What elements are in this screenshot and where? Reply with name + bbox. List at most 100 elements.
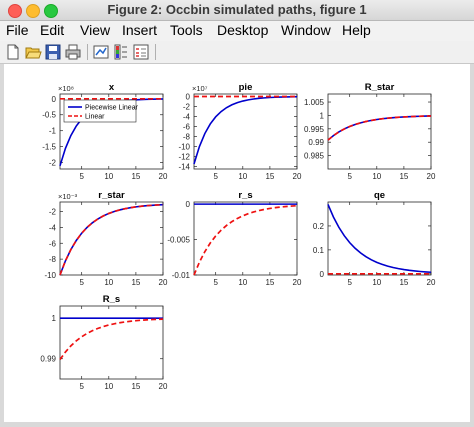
series-linear-line xyxy=(59,203,164,276)
x-tick-label: 5 xyxy=(213,172,218,181)
x-tick-label: 10 xyxy=(238,278,247,287)
x-tick-label: 10 xyxy=(104,278,113,287)
figure-canvas: x ×10⁸ 5 10 15 20 0 -0.5 -1 -1.5 -2 Piecewise Linea… xyxy=(4,64,470,422)
axes-box xyxy=(59,305,164,380)
y-tick-label: -6 xyxy=(49,239,57,248)
x-tick-label: 20 xyxy=(159,278,168,287)
y-tick-label: -14 xyxy=(178,163,190,172)
axes-title: qe xyxy=(374,190,385,201)
x-tick-label: 20 xyxy=(293,172,302,181)
y-tick-label: -0.5 xyxy=(42,111,56,120)
y-tick-label: 0.985 xyxy=(304,152,325,161)
y-tick-label: -0.005 xyxy=(167,236,190,245)
axes-exponent-label: ×10⁻³ xyxy=(58,192,78,201)
y-tick-label: -1.5 xyxy=(42,143,56,152)
y-tick-label: 1 xyxy=(52,314,57,323)
y-tick-label: -2 xyxy=(49,208,57,217)
menu-desktop[interactable]: Desktop xyxy=(217,22,269,38)
y-tick-label: 0 xyxy=(52,95,57,104)
menu-bar: File Edit View Insert Tools Desktop Wind… xyxy=(0,21,474,41)
y-tick-label: 0.1 xyxy=(313,246,325,255)
y-tick-label: 0.2 xyxy=(313,222,325,231)
link-plot-icon[interactable] xyxy=(92,43,110,61)
series-linear-line xyxy=(59,318,164,361)
y-tick-label: -4 xyxy=(49,223,57,232)
menu-help[interactable]: Help xyxy=(342,22,371,38)
y-tick-label: -12 xyxy=(178,153,190,162)
x-tick-label: 5 xyxy=(213,278,218,287)
axes-exponent-label: ×10⁸ xyxy=(58,84,74,93)
y-tick-label: 0.99 xyxy=(40,355,56,364)
axes-box xyxy=(193,201,298,276)
y-tick-label: 0.99 xyxy=(308,138,324,147)
y-tick-label: -6 xyxy=(183,123,191,132)
x-tick-label: 5 xyxy=(79,172,84,181)
x-tick-label: 15 xyxy=(265,172,274,181)
series-piecewise-line xyxy=(327,204,432,274)
close-window-button[interactable] xyxy=(8,4,22,18)
x-tick-label: 15 xyxy=(131,278,140,287)
x-tick-label: 5 xyxy=(79,382,84,391)
series-linear-line xyxy=(193,204,298,276)
menu-tools[interactable]: Tools xyxy=(170,22,203,38)
toolbar-separator xyxy=(155,44,156,60)
series-piecewise-line xyxy=(193,95,298,165)
y-tick-label: 1 xyxy=(320,111,325,120)
window-titlebar: Figure 2: Occbin simulated paths, figure… xyxy=(0,0,474,21)
open-file-icon[interactable] xyxy=(24,43,42,61)
x-tick-label: 5 xyxy=(79,278,84,287)
y-tick-label: 0 xyxy=(186,93,191,102)
save-icon[interactable] xyxy=(44,43,62,61)
y-tick-label: 0 xyxy=(186,200,191,209)
series-linear-line xyxy=(327,115,432,141)
y-tick-label: -8 xyxy=(49,255,57,264)
x-tick-label: 20 xyxy=(427,172,436,181)
axes-title: r_star xyxy=(98,190,125,201)
x-tick-label: 20 xyxy=(427,278,436,287)
x-tick-label: 10 xyxy=(104,172,113,181)
y-tick-label: -8 xyxy=(183,133,191,142)
axes-title: R_star xyxy=(365,82,395,93)
x-tick-label: 15 xyxy=(399,172,408,181)
menu-insert[interactable]: Insert xyxy=(122,22,158,38)
x-tick-label: 15 xyxy=(265,278,274,287)
legend-piecewise-label: Piecewise Linear xyxy=(85,105,139,112)
legend-linear-label: Linear xyxy=(85,114,105,121)
zoom-window-button[interactable] xyxy=(44,4,58,18)
new-figure-icon[interactable] xyxy=(4,43,22,61)
x-tick-label: 20 xyxy=(293,278,302,287)
window-title: Figure 2: Occbin simulated paths, figure… xyxy=(107,2,367,17)
x-tick-label: 5 xyxy=(347,278,352,287)
y-tick-label: -1 xyxy=(49,127,57,136)
y-tick-label: -4 xyxy=(183,113,191,122)
axes-box xyxy=(327,93,432,170)
axes-box xyxy=(193,93,298,170)
x-tick-label: 15 xyxy=(399,278,408,287)
menu-window[interactable]: Window xyxy=(281,22,331,38)
axes-title: R_s xyxy=(103,294,120,305)
x-tick-label: 20 xyxy=(159,172,168,181)
x-tick-label: 5 xyxy=(347,172,352,181)
menu-edit[interactable]: Edit xyxy=(40,22,65,38)
y-tick-label: 1.005 xyxy=(304,98,325,107)
y-tick-label: -2 xyxy=(183,103,191,112)
axes-exponent-label: ×10⁷ xyxy=(192,84,208,93)
y-tick-label: -10 xyxy=(178,143,190,152)
axes-title: x xyxy=(109,82,115,93)
figure-toolbar xyxy=(0,41,474,64)
minimize-window-button[interactable] xyxy=(26,4,40,18)
menu-file[interactable]: File xyxy=(6,22,29,38)
x-tick-label: 10 xyxy=(104,382,113,391)
y-tick-label: -10 xyxy=(44,271,56,280)
insert-colorbar-icon[interactable] xyxy=(112,43,130,61)
insert-legend-icon[interactable] xyxy=(132,43,150,61)
toolbar-separator xyxy=(87,44,88,60)
x-tick-label: 15 xyxy=(131,382,140,391)
menu-view[interactable]: View xyxy=(80,22,111,38)
print-icon[interactable] xyxy=(64,43,82,61)
x-tick-label: 15 xyxy=(131,172,140,181)
axes-title: r_s xyxy=(238,190,252,201)
axes-title: pie xyxy=(239,82,253,93)
x-tick-label: 20 xyxy=(159,382,168,391)
